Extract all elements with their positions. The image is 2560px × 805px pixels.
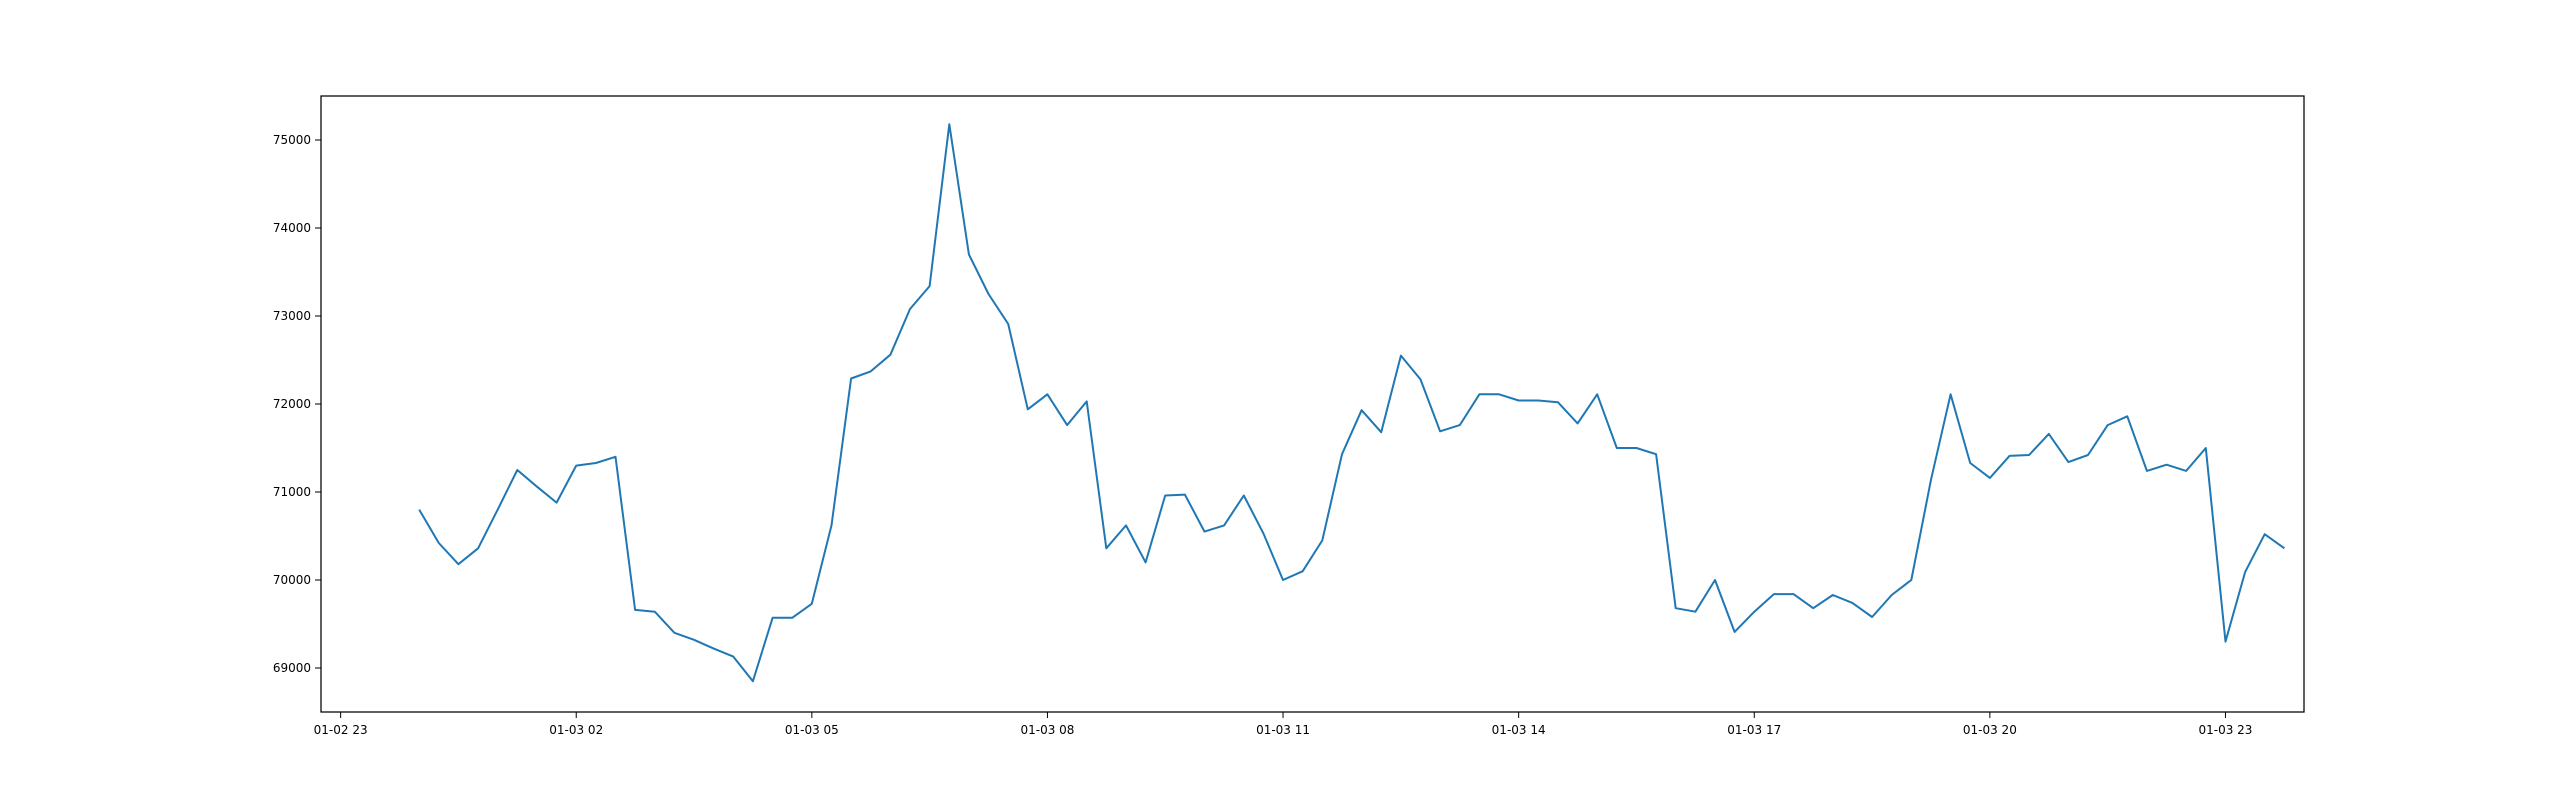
x-axis: 01-02 23 01-03 02 01-03 05 01-03 08 01-03 11… bbox=[314, 712, 2252, 737]
x-tick-label: 01-03 11 bbox=[1256, 723, 1310, 737]
y-tick-label: 71000 bbox=[273, 485, 311, 499]
y-tick-label: 75000 bbox=[273, 133, 311, 147]
axes-frame bbox=[320, 95, 2305, 713]
y-tick-label: 70000 bbox=[273, 573, 311, 587]
series-line bbox=[418, 123, 2285, 683]
x-tick-label: 01-02 23 bbox=[314, 723, 368, 737]
x-tick-label: 01-03 05 bbox=[785, 723, 839, 737]
x-tick-label: 01-03 17 bbox=[1727, 723, 1781, 737]
y-tick-label: 74000 bbox=[273, 221, 311, 235]
y-tick-label: 73000 bbox=[273, 309, 311, 323]
x-tick-label: 01-03 14 bbox=[1492, 723, 1546, 737]
x-tick-label: 01-03 20 bbox=[1963, 723, 2017, 737]
x-tick-label: 01-03 08 bbox=[1020, 723, 1074, 737]
y-axis: 69000 70000 71000 72000 73000 74000 75000 bbox=[273, 133, 321, 675]
x-tick-label: 01-03 02 bbox=[549, 723, 603, 737]
y-tick-label: 69000 bbox=[273, 661, 311, 675]
y-tick-label: 72000 bbox=[273, 397, 311, 411]
x-tick-label: 01-03 23 bbox=[2198, 723, 2252, 737]
